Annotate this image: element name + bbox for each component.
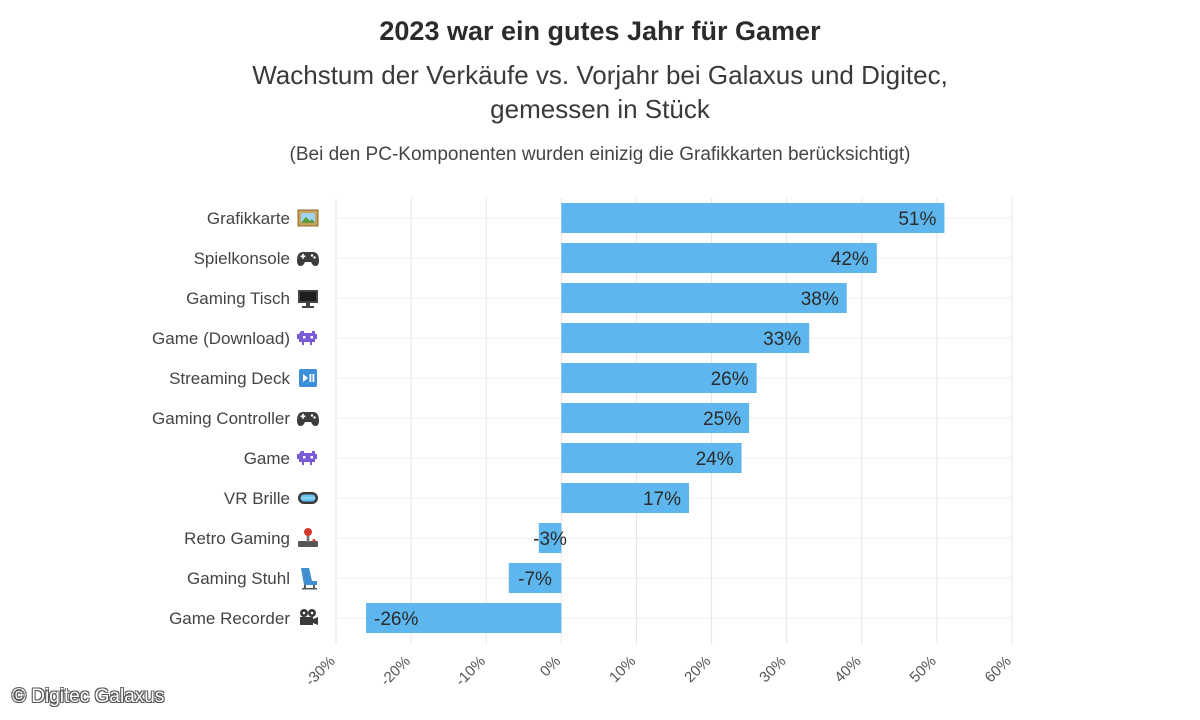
gamepad-icon [297, 412, 319, 426]
category-label-5: Gaming Controller [152, 409, 290, 428]
tick-label-6: 30% [756, 653, 789, 686]
value-label-3: 33% [763, 329, 801, 350]
bar-10 [366, 603, 562, 633]
tick-label-1: -20% [377, 653, 414, 690]
category-label-2: Gaming Tisch [186, 289, 290, 308]
tick-label-4: 10% [606, 653, 639, 686]
value-label-10: -26% [374, 609, 418, 630]
value-label-8: -3% [533, 529, 567, 550]
tick-label-7: 40% [831, 653, 864, 686]
gamepad-icon [297, 252, 319, 266]
bar-5 [561, 403, 750, 433]
tick-label-0: -30% [302, 653, 339, 690]
subtitle-line-1: Wachstum der Verkäufe vs. Vorjahr bei Ga… [252, 60, 948, 90]
goggles-icon [298, 492, 318, 504]
joystick-icon [298, 528, 318, 547]
bar-6 [561, 443, 742, 473]
chart-title: 2023 war ein gutes Jahr für Gamer [379, 16, 821, 46]
bar-4 [561, 363, 757, 393]
category-label-4: Streaming Deck [169, 369, 290, 388]
film-projector-icon [300, 609, 318, 625]
play-pause-icon [299, 369, 317, 387]
value-label-9: -7% [518, 569, 552, 590]
bar-1 [561, 243, 877, 273]
tick-label-3: 0% [537, 653, 564, 680]
bar-3 [561, 323, 810, 353]
category-label-3: Game (Download) [152, 329, 290, 348]
framed-picture-icon [297, 209, 319, 227]
value-label-0: 51% [898, 209, 936, 230]
tick-label-5: 20% [681, 653, 714, 686]
space-invader-icon [297, 331, 317, 345]
bar-7 [561, 483, 690, 513]
value-label-5: 25% [703, 409, 741, 430]
tick-label-9: 60% [982, 653, 1015, 686]
category-label-6: Game [244, 449, 290, 468]
category-label-1: Spielkonsole [194, 249, 290, 268]
gaming-chair-icon [301, 568, 317, 590]
bar-8 [538, 523, 562, 553]
bar-0 [561, 203, 945, 233]
category-label-8: Retro Gaming [184, 529, 290, 548]
space-invader-icon [297, 451, 317, 465]
chart-note: (Bei den PC-Komponenten wurden einizig d… [289, 144, 911, 165]
category-label-0: Grafikkarte [207, 209, 290, 228]
category-label-9: Gaming Stuhl [187, 569, 290, 588]
value-label-1: 42% [831, 249, 869, 270]
subtitle-line-2: gemessen in Stück [490, 94, 710, 124]
value-label-7: 17% [643, 489, 681, 510]
copyright-credit: © Digitec Galaxus [12, 686, 165, 707]
value-label-2: 38% [801, 289, 839, 310]
tick-label-8: 50% [906, 653, 939, 686]
tick-label-2: -10% [452, 653, 489, 690]
bar-9 [508, 563, 562, 593]
category-label-7: VR Brille [224, 489, 290, 508]
monitor-icon [298, 290, 318, 308]
chart-subtitle: Wachstum der Verkäufe vs. Vorjahr bei Ga… [0, 58, 1200, 126]
value-label-6: 24% [696, 449, 734, 470]
category-label-10: Game Recorder [169, 609, 290, 628]
value-label-4: 26% [711, 369, 749, 390]
bar-2 [561, 283, 847, 313]
